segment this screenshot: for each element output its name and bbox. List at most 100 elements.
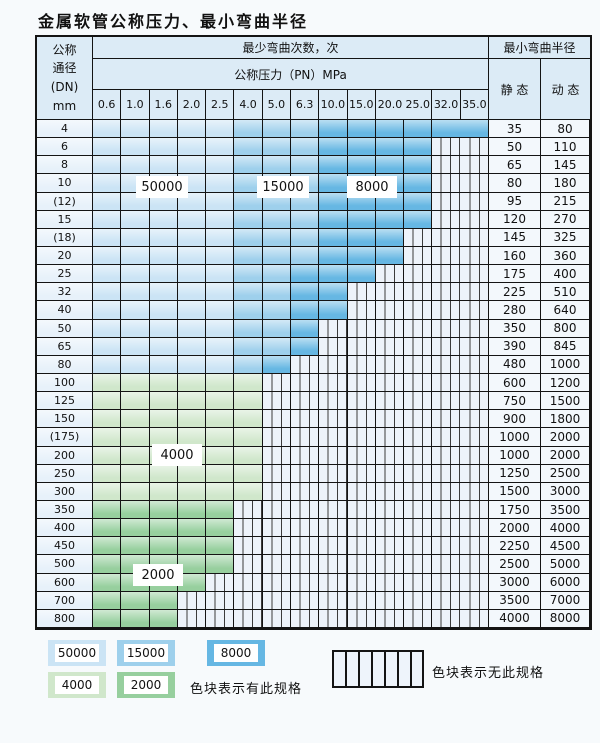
- not-available-cell: [291, 555, 320, 574]
- not-available-cell: [404, 319, 433, 338]
- available-cell: [149, 482, 178, 501]
- not-available-cell: [375, 591, 405, 610]
- available-cell: [177, 265, 207, 284]
- available-cell: [121, 446, 150, 465]
- not-available-cell: [432, 537, 461, 556]
- not-available-cell: [291, 446, 320, 465]
- available-cell: [291, 120, 320, 139]
- not-available-cell: [375, 283, 405, 302]
- not-available-cell: [262, 591, 291, 610]
- available-cell: [234, 301, 263, 320]
- available-cell: [206, 337, 235, 356]
- static-radius-cell: 280: [489, 301, 541, 320]
- available-cell: [206, 392, 235, 411]
- available-cell: [262, 210, 291, 229]
- available-cell: [121, 283, 150, 302]
- available-cell: [177, 555, 207, 574]
- static-radius-cell: 2000: [489, 519, 541, 538]
- not-available-cell: [375, 446, 405, 465]
- available-cell: [404, 210, 433, 229]
- not-available-cell: [460, 482, 489, 501]
- available-cell: [206, 120, 235, 139]
- available-cell: [291, 337, 320, 356]
- dynamic-radius-cell: 400: [541, 265, 590, 284]
- pressure-column-header: 15.0: [347, 90, 376, 120]
- not-available-cell: [347, 428, 376, 447]
- not-available-cell: [432, 500, 461, 520]
- not-available-cell: [319, 373, 348, 393]
- dn-cell: 600: [37, 573, 93, 592]
- not-available-cell: [206, 591, 235, 610]
- available-cell: [93, 537, 122, 556]
- pressure-column-header: 25.0: [404, 90, 433, 120]
- not-available-cell: [404, 428, 433, 447]
- available-cell: [93, 120, 122, 139]
- available-cell: [121, 156, 150, 175]
- not-available-cell: [262, 373, 291, 393]
- cycle-count-label: 15000: [257, 176, 309, 198]
- available-cell: [319, 246, 348, 266]
- nominal-pressure-header: 公称压力（PN）MPa: [93, 59, 489, 90]
- available-cell: [121, 428, 150, 447]
- available-cell: [149, 319, 178, 338]
- cycle-count-label: 2000: [133, 564, 183, 586]
- not-available-cell: [291, 410, 320, 429]
- dn-cell: 32: [37, 283, 93, 302]
- available-cell: [262, 265, 291, 284]
- available-cell: [375, 210, 405, 229]
- not-available-cell: [177, 591, 207, 610]
- cycle-count-label: 4000: [152, 444, 202, 466]
- not-available-cell: [404, 246, 433, 266]
- available-cell: [206, 373, 235, 393]
- available-cell: [93, 301, 122, 320]
- available-cell: [121, 591, 150, 610]
- dynamic-radius-cell: 2000: [541, 428, 590, 447]
- available-cell: [177, 283, 207, 302]
- available-cell: [121, 500, 150, 520]
- available-cell: [177, 428, 207, 447]
- not-available-cell: [375, 573, 405, 592]
- available-cell: [404, 138, 433, 157]
- not-available-cell: [404, 555, 433, 574]
- pressure-column-header: 35.0: [460, 90, 489, 120]
- not-available-cell: [432, 464, 461, 483]
- not-available-cell: [460, 283, 489, 302]
- available-cell: [234, 283, 263, 302]
- available-cell: [177, 337, 207, 356]
- static-radius-cell: 390: [489, 337, 541, 356]
- not-available-cell: [262, 392, 291, 411]
- pressure-radius-table: 公称 通径 (DN) mm 最少弯曲次数，次 最小弯曲半径 公称压力（PN）MPa 静…: [35, 35, 592, 630]
- available-cell: [149, 609, 178, 628]
- not-available-cell: [262, 428, 291, 447]
- static-radius-cell: 2250: [489, 537, 541, 556]
- not-available-cell: [234, 591, 263, 610]
- available-cell: [375, 246, 405, 266]
- available-cell: [93, 519, 122, 538]
- not-available-cell: [432, 355, 461, 374]
- not-available-cell: [432, 591, 461, 610]
- available-cell: [149, 301, 178, 320]
- available-cell: [121, 246, 150, 266]
- available-cell: [93, 156, 122, 175]
- available-cell: [347, 156, 376, 175]
- dn-column-header: 公称 通径 (DN) mm: [37, 37, 93, 120]
- not-available-cell: [460, 464, 489, 483]
- not-available-cell: [432, 519, 461, 538]
- not-available-cell: [262, 446, 291, 465]
- available-cell: [291, 283, 320, 302]
- available-cell: [121, 373, 150, 393]
- static-radius-cell: 160: [489, 246, 541, 266]
- available-cell: [234, 192, 263, 211]
- pressure-column-header: 5.0: [262, 90, 291, 120]
- available-cell: [291, 246, 320, 266]
- not-available-cell: [291, 464, 320, 483]
- dn-cell: 6: [37, 138, 93, 157]
- not-available-cell: [460, 337, 489, 356]
- available-cell: [206, 156, 235, 175]
- static-radius-cell: 35: [489, 120, 541, 139]
- available-cell: [93, 573, 122, 592]
- pressure-column-header: 6.3: [291, 90, 320, 120]
- not-available-cell: [460, 410, 489, 429]
- available-cell: [234, 210, 263, 229]
- available-cell: [93, 446, 122, 465]
